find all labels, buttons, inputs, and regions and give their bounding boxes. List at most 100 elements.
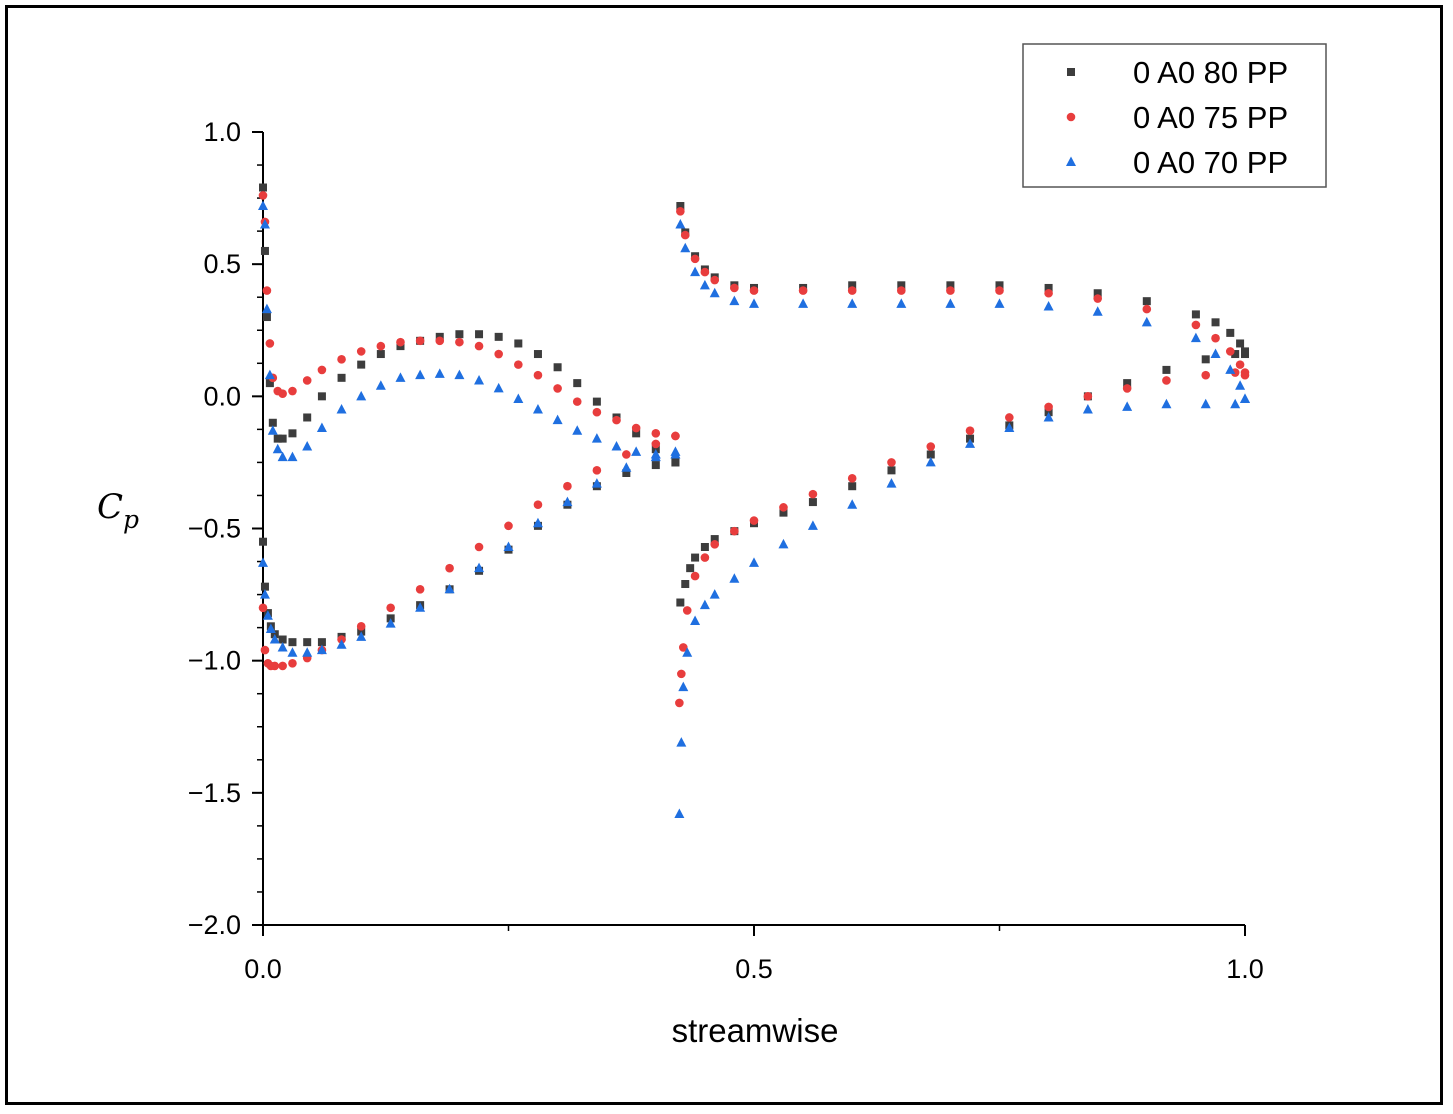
data-point (493, 382, 504, 393)
data-point (258, 191, 268, 200)
data-point (677, 669, 686, 679)
y-axis-title-base: C (97, 487, 123, 527)
data-point (896, 298, 907, 308)
data-point (1200, 398, 1211, 409)
data-point (699, 279, 710, 290)
data-point (651, 429, 661, 438)
data-point (1142, 304, 1152, 314)
data-point (650, 451, 661, 462)
data-point (690, 571, 700, 581)
data-point (494, 349, 503, 359)
data-point (278, 635, 287, 644)
data-point (592, 407, 602, 417)
legend-marker-2 (1066, 156, 1076, 166)
y-tick-label: 0.0 (203, 381, 241, 411)
data-point (356, 631, 367, 641)
data-point (678, 643, 688, 652)
data-point (1201, 370, 1211, 380)
data-point (572, 397, 582, 406)
data-point (287, 451, 298, 462)
data-point (847, 286, 857, 295)
data-point (474, 341, 484, 351)
data-point (699, 599, 710, 610)
data-point (415, 602, 426, 612)
data-point (258, 200, 268, 211)
data-point (710, 535, 719, 544)
data-point (592, 466, 602, 475)
x-tick-label: 0.0 (244, 954, 282, 984)
y-axis-title-sub: p (123, 505, 139, 534)
data-point (376, 350, 385, 359)
data-point (995, 286, 1004, 295)
data-point (532, 517, 543, 528)
data-point (265, 379, 274, 388)
data-point (375, 380, 386, 390)
data-point (682, 606, 692, 615)
data-point (1004, 422, 1015, 433)
data-point (262, 313, 271, 322)
data-point (1226, 328, 1235, 337)
data-point (1201, 355, 1210, 364)
data-point (686, 564, 695, 573)
data-point (946, 281, 955, 290)
data-point (302, 647, 313, 657)
data-point (847, 298, 858, 308)
data-point (1141, 316, 1152, 327)
data-point (848, 482, 857, 491)
data-point (1240, 368, 1250, 377)
data-point (435, 336, 445, 346)
data-point (680, 230, 690, 240)
data-point (700, 543, 709, 552)
data-point (303, 413, 312, 422)
data-point (532, 404, 543, 414)
data-point (415, 369, 426, 380)
data-point (395, 372, 406, 382)
data-point (1210, 348, 1221, 359)
data-point (474, 562, 485, 573)
data-point (415, 584, 425, 594)
data-point (317, 365, 327, 375)
data-point (1211, 318, 1220, 327)
legend-marker-1 (1066, 112, 1076, 122)
data-point (1235, 380, 1246, 390)
data-point (945, 298, 956, 308)
data-point (278, 661, 287, 671)
data-point (691, 553, 700, 562)
data-point (1225, 364, 1236, 374)
data-point (503, 541, 514, 552)
data-point (533, 370, 543, 380)
data-point (455, 337, 464, 347)
data-point (808, 498, 817, 507)
data-point (273, 434, 282, 443)
data-point (552, 414, 563, 425)
data-point (278, 389, 287, 398)
data-point (690, 266, 701, 277)
data-point (444, 583, 455, 594)
data-point (396, 337, 405, 347)
data-point (265, 623, 276, 633)
data-point (259, 219, 270, 229)
data-point (1044, 283, 1053, 292)
data-point (533, 500, 543, 510)
data-point (264, 369, 275, 380)
x-axis-title: streamwise (672, 1012, 839, 1049)
data-point (260, 645, 270, 655)
data-point (678, 681, 689, 692)
legend-label-1: 0 A0 75 PP (1133, 100, 1288, 135)
data-point (709, 287, 720, 298)
data-point (1043, 411, 1054, 422)
data-point (690, 254, 700, 264)
data-point (262, 610, 273, 620)
data-point (288, 429, 297, 438)
y-tick-label: −2.0 (188, 910, 241, 940)
data-point (504, 521, 513, 531)
data-point (965, 426, 975, 435)
data-point (272, 443, 283, 454)
data-point (946, 286, 955, 295)
data-point (434, 368, 445, 378)
data-point (847, 499, 858, 509)
data-point (710, 540, 720, 549)
data-point (337, 373, 346, 382)
data-point (676, 737, 687, 747)
data-point (1093, 294, 1102, 303)
